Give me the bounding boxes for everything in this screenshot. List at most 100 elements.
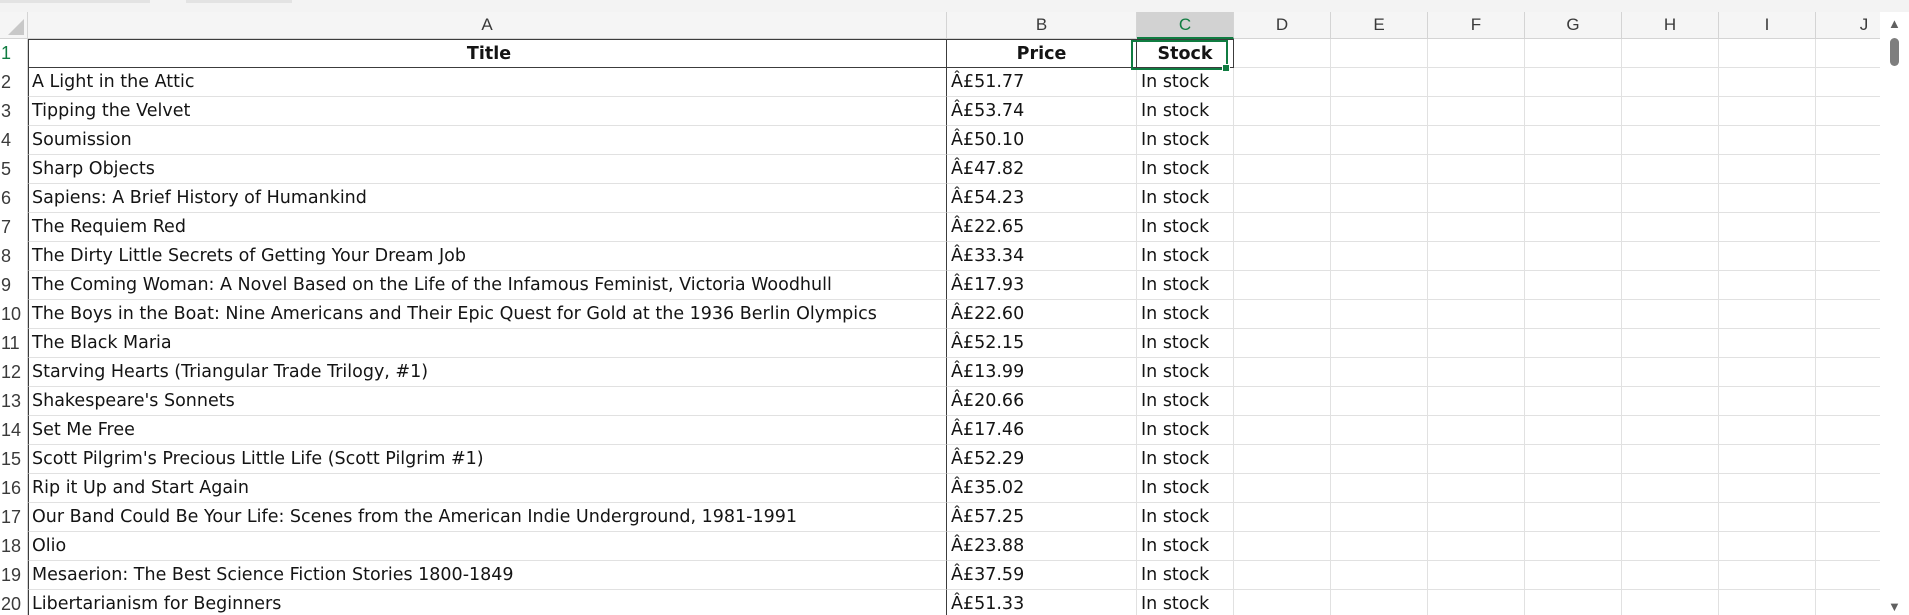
column-header-g[interactable]: G bbox=[1525, 12, 1622, 39]
empty-cell[interactable] bbox=[1331, 474, 1428, 503]
empty-cell[interactable] bbox=[1331, 184, 1428, 213]
row-header-2[interactable]: 2 bbox=[0, 68, 28, 97]
empty-cell[interactable] bbox=[1622, 184, 1719, 213]
row-header-14[interactable]: 14 bbox=[0, 416, 28, 445]
empty-cell[interactable] bbox=[1525, 329, 1622, 358]
empty-cell[interactable] bbox=[1525, 155, 1622, 184]
empty-cell[interactable] bbox=[1234, 213, 1331, 242]
empty-cell[interactable] bbox=[1428, 387, 1525, 416]
empty-cell[interactable] bbox=[1525, 387, 1622, 416]
empty-cell[interactable] bbox=[1719, 213, 1816, 242]
stock-cell[interactable]: In stock bbox=[1137, 213, 1234, 242]
stock-cell[interactable]: In stock bbox=[1137, 271, 1234, 300]
empty-cell[interactable] bbox=[1331, 300, 1428, 329]
empty-cell[interactable] bbox=[1816, 416, 1880, 445]
empty-cell[interactable] bbox=[1816, 503, 1880, 532]
empty-cell[interactable] bbox=[1234, 445, 1331, 474]
title-cell[interactable]: Tipping the Velvet bbox=[28, 97, 947, 126]
empty-cell[interactable] bbox=[1719, 358, 1816, 387]
column-header-c[interactable]: C bbox=[1137, 12, 1234, 39]
price-cell[interactable]: Â£51.77 bbox=[947, 68, 1137, 97]
empty-cell[interactable] bbox=[1525, 532, 1622, 561]
row-header-12[interactable]: 12 bbox=[0, 358, 28, 387]
price-cell[interactable]: Â£54.23 bbox=[947, 184, 1137, 213]
empty-cell[interactable] bbox=[1622, 445, 1719, 474]
title-cell[interactable]: Scott Pilgrim's Precious Little Life (Sc… bbox=[28, 445, 947, 474]
price-cell[interactable]: Â£22.65 bbox=[947, 213, 1137, 242]
empty-cell[interactable] bbox=[1719, 329, 1816, 358]
empty-cell[interactable] bbox=[1234, 300, 1331, 329]
price-cell[interactable]: Â£17.93 bbox=[947, 271, 1137, 300]
empty-cell[interactable] bbox=[1719, 39, 1816, 68]
empty-cell[interactable] bbox=[1622, 155, 1719, 184]
empty-cell[interactable] bbox=[1331, 358, 1428, 387]
empty-cell[interactable] bbox=[1719, 155, 1816, 184]
empty-cell[interactable] bbox=[1331, 68, 1428, 97]
empty-cell[interactable] bbox=[1719, 503, 1816, 532]
select-all-corner[interactable] bbox=[0, 12, 28, 39]
empty-cell[interactable] bbox=[1622, 358, 1719, 387]
empty-cell[interactable] bbox=[1816, 271, 1880, 300]
empty-cell[interactable] bbox=[1428, 242, 1525, 271]
empty-cell[interactable] bbox=[1331, 213, 1428, 242]
empty-cell[interactable] bbox=[1234, 39, 1331, 68]
empty-cell[interactable] bbox=[1428, 590, 1525, 615]
empty-cell[interactable] bbox=[1428, 184, 1525, 213]
empty-cell[interactable] bbox=[1816, 474, 1880, 503]
empty-cell[interactable] bbox=[1622, 97, 1719, 126]
row-header-6[interactable]: 6 bbox=[0, 184, 28, 213]
empty-cell[interactable] bbox=[1428, 503, 1525, 532]
empty-cell[interactable] bbox=[1816, 358, 1880, 387]
empty-cell[interactable] bbox=[1234, 271, 1331, 300]
empty-cell[interactable] bbox=[1525, 416, 1622, 445]
empty-cell[interactable] bbox=[1816, 532, 1880, 561]
empty-cell[interactable] bbox=[1331, 561, 1428, 590]
empty-cell[interactable] bbox=[1525, 561, 1622, 590]
row-header-15[interactable]: 15 bbox=[0, 445, 28, 474]
empty-cell[interactable] bbox=[1622, 242, 1719, 271]
row-header-3[interactable]: 3 bbox=[0, 97, 28, 126]
empty-cell[interactable] bbox=[1428, 329, 1525, 358]
empty-cell[interactable] bbox=[1234, 503, 1331, 532]
price-cell[interactable]: Â£13.99 bbox=[947, 358, 1137, 387]
empty-cell[interactable] bbox=[1331, 97, 1428, 126]
price-cell[interactable]: Â£22.60 bbox=[947, 300, 1137, 329]
empty-cell[interactable] bbox=[1331, 590, 1428, 615]
stock-cell[interactable]: In stock bbox=[1137, 358, 1234, 387]
price-cell[interactable]: Â£17.46 bbox=[947, 416, 1137, 445]
empty-cell[interactable] bbox=[1719, 561, 1816, 590]
scroll-up-arrow-icon[interactable]: ▲ bbox=[1888, 16, 1901, 31]
empty-cell[interactable] bbox=[1719, 97, 1816, 126]
empty-cell[interactable] bbox=[1622, 474, 1719, 503]
empty-cell[interactable] bbox=[1331, 387, 1428, 416]
title-cell[interactable]: The Dirty Little Secrets of Getting Your… bbox=[28, 242, 947, 271]
title-cell[interactable]: Libertarianism for Beginners bbox=[28, 590, 947, 615]
empty-cell[interactable] bbox=[1331, 532, 1428, 561]
empty-cell[interactable] bbox=[1428, 155, 1525, 184]
empty-cell[interactable] bbox=[1816, 184, 1880, 213]
empty-cell[interactable] bbox=[1525, 300, 1622, 329]
empty-cell[interactable] bbox=[1234, 184, 1331, 213]
empty-cell[interactable] bbox=[1719, 532, 1816, 561]
stock-cell[interactable]: In stock bbox=[1137, 532, 1234, 561]
row-header-1[interactable]: 1 bbox=[0, 39, 28, 68]
stock-cell[interactable]: In stock bbox=[1137, 242, 1234, 271]
stock-cell[interactable]: In stock bbox=[1137, 387, 1234, 416]
empty-cell[interactable] bbox=[1719, 590, 1816, 615]
empty-cell[interactable] bbox=[1719, 416, 1816, 445]
price-cell[interactable]: Â£47.82 bbox=[947, 155, 1137, 184]
empty-cell[interactable] bbox=[1525, 126, 1622, 155]
empty-cell[interactable] bbox=[1428, 358, 1525, 387]
title-cell[interactable]: Sharp Objects bbox=[28, 155, 947, 184]
title-cell[interactable]: The Coming Woman: A Novel Based on the L… bbox=[28, 271, 947, 300]
title-cell[interactable]: Starving Hearts (Triangular Trade Trilog… bbox=[28, 358, 947, 387]
title-cell[interactable]: Sapiens: A Brief History of Humankind bbox=[28, 184, 947, 213]
price-cell[interactable]: Â£20.66 bbox=[947, 387, 1137, 416]
empty-cell[interactable] bbox=[1816, 155, 1880, 184]
row-header-13[interactable]: 13 bbox=[0, 387, 28, 416]
empty-cell[interactable] bbox=[1816, 387, 1880, 416]
empty-cell[interactable] bbox=[1622, 68, 1719, 97]
empty-cell[interactable] bbox=[1622, 300, 1719, 329]
empty-cell[interactable] bbox=[1428, 474, 1525, 503]
